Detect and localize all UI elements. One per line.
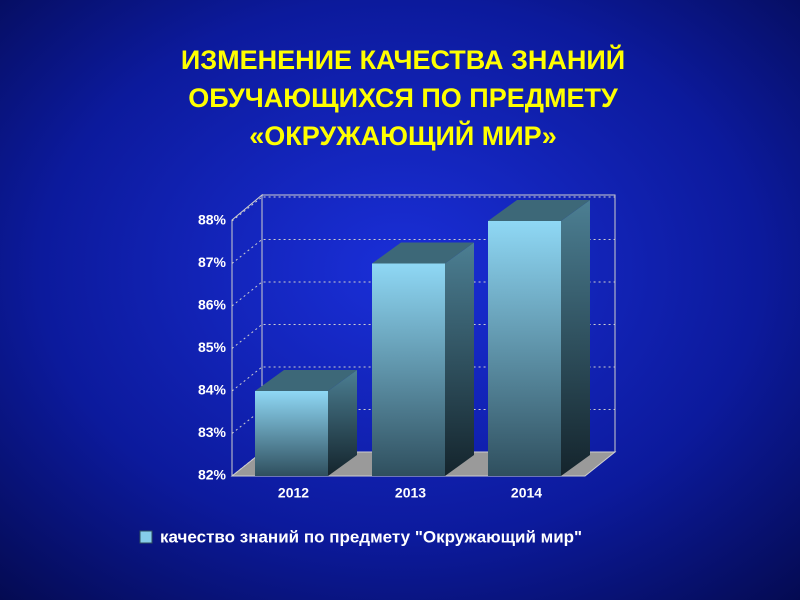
title-line: «ОКРУЖАЮЩИЙ МИР»	[249, 120, 556, 151]
title-line: ИЗМЕНЕНИЕ КАЧЕСТВА ЗНАНИЙ	[181, 44, 625, 75]
back-wall	[262, 194, 616, 452]
x-tick-label: 2014	[511, 485, 542, 501]
bar	[255, 391, 328, 476]
bar	[372, 263, 445, 476]
y-tick-label: 87%	[198, 254, 227, 270]
bar-side	[561, 200, 590, 476]
y-tick-label: 86%	[198, 297, 227, 313]
legend-label: качество знаний по предмету "Окружающий …	[160, 527, 582, 546]
x-tick-label: 2013	[395, 485, 426, 501]
bar-side	[445, 242, 474, 476]
legend-swatch	[139, 530, 153, 544]
title-line: ОБУЧАЮЩИХСЯ ПО ПРЕДМЕТУ	[188, 83, 619, 113]
y-tick-label: 83%	[198, 424, 227, 440]
bar-top	[488, 200, 590, 221]
x-tick-label: 2012	[278, 485, 309, 501]
y-tick-label: 85%	[198, 339, 227, 355]
bar-top	[255, 370, 357, 391]
y-tick-label: 82%	[198, 467, 227, 483]
y-tick-label: 84%	[198, 382, 227, 398]
bar-side	[328, 370, 357, 476]
y-tick-label: 88%	[198, 212, 227, 228]
bar	[488, 221, 561, 476]
bar-top	[372, 242, 474, 264]
